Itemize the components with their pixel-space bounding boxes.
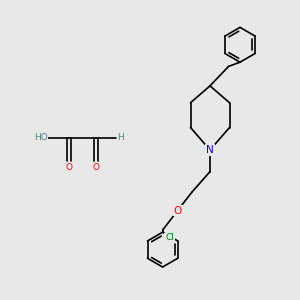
Text: O: O bbox=[173, 206, 182, 216]
Text: O: O bbox=[65, 163, 73, 172]
Text: H: H bbox=[118, 134, 124, 142]
Text: O: O bbox=[92, 163, 100, 172]
Text: HO: HO bbox=[34, 134, 47, 142]
Text: N: N bbox=[206, 145, 214, 155]
Text: Cl: Cl bbox=[165, 233, 174, 242]
